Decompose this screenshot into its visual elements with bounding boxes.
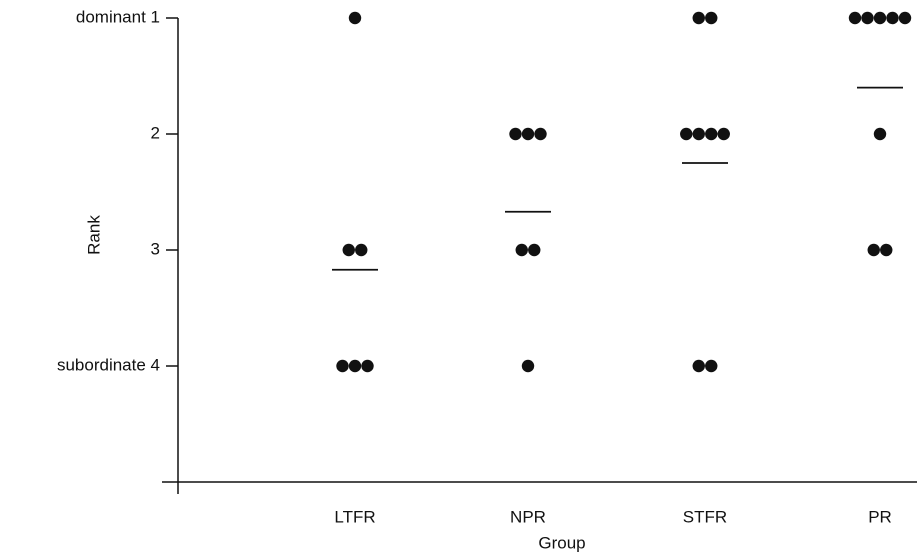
- y-tick-label: dominant 1: [76, 7, 160, 26]
- dot: [886, 11, 899, 25]
- dot: [509, 127, 522, 141]
- dot: [521, 359, 535, 373]
- dot: [848, 11, 862, 25]
- x-tick-label: NPR: [510, 507, 546, 526]
- x-tick-label: STFR: [683, 507, 727, 526]
- dot: [873, 127, 887, 141]
- dot: [336, 359, 349, 373]
- dot: [717, 127, 730, 141]
- dot: [534, 127, 547, 141]
- y-tick-label: 2: [151, 123, 160, 142]
- dot: [515, 243, 528, 257]
- dot: [867, 243, 880, 257]
- dot: [705, 127, 718, 141]
- dot: [898, 11, 912, 25]
- x-tick-label: LTFR: [334, 507, 375, 526]
- dot: [692, 359, 705, 373]
- y-tick-label: subordinate 4: [57, 355, 160, 374]
- y-tick-label: 3: [151, 239, 160, 258]
- dot: [348, 359, 362, 373]
- dot: [705, 359, 718, 373]
- dot: [692, 11, 705, 25]
- x-axis-label: Group: [538, 533, 585, 552]
- dot: [873, 11, 887, 25]
- dot: [680, 127, 693, 141]
- dot: [342, 243, 355, 257]
- dot: [348, 11, 362, 25]
- dot: [880, 243, 893, 257]
- dot: [692, 127, 705, 141]
- dot: [528, 243, 541, 257]
- y-axis-label: Rank: [84, 215, 103, 255]
- dot: [705, 11, 718, 25]
- dot: [361, 359, 374, 373]
- dot: [521, 127, 535, 141]
- x-tick-label: PR: [868, 507, 892, 526]
- dot: [861, 11, 874, 25]
- dot: [355, 243, 368, 257]
